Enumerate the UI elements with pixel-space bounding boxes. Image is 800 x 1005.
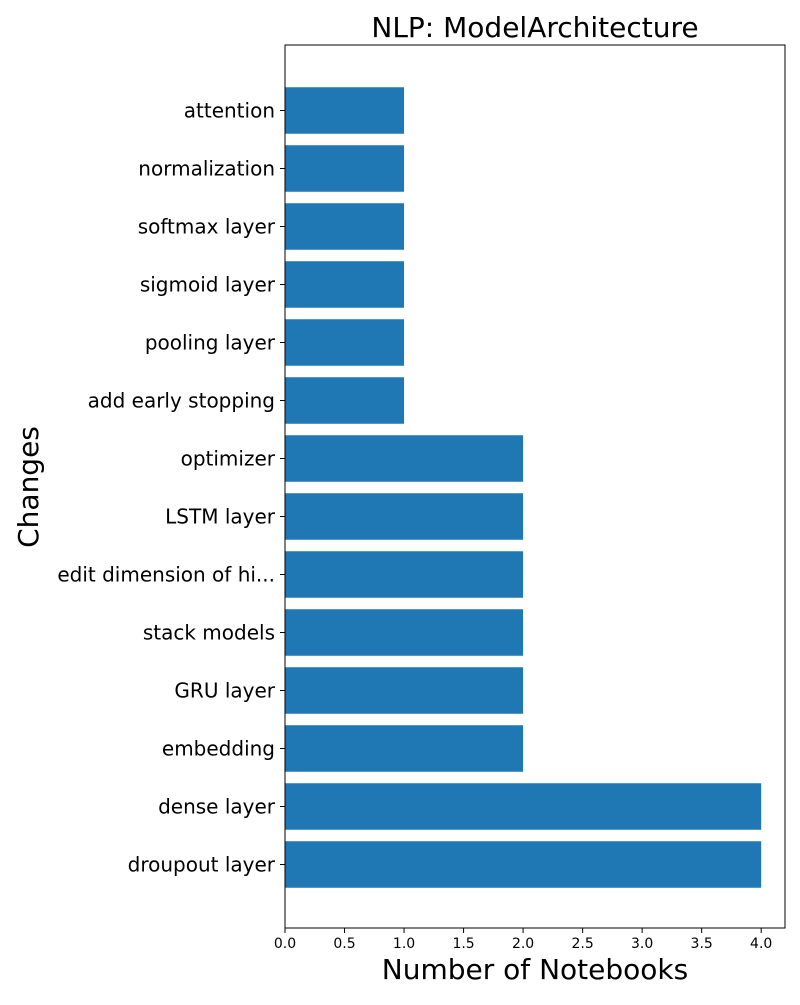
category-label: attention <box>184 99 275 123</box>
bar <box>285 203 405 250</box>
bar <box>285 87 405 134</box>
plot-frame <box>284 44 786 929</box>
category-label: sigmoid layer <box>140 273 276 297</box>
bar <box>285 783 762 830</box>
x-axis-label: Number of Notebooks <box>382 953 688 986</box>
bar <box>285 725 524 772</box>
y-axis-label: Changes <box>12 426 45 548</box>
bar <box>285 667 524 714</box>
bar <box>285 493 524 540</box>
category-label: stack models <box>143 621 275 645</box>
category-label: dense layer <box>158 795 276 819</box>
x-tick-label: 2.0 <box>512 936 534 952</box>
bar <box>285 145 405 192</box>
x-tick-label: 4.0 <box>750 936 772 952</box>
bar <box>285 377 405 424</box>
bar <box>285 319 405 366</box>
bar <box>285 551 524 598</box>
bar <box>285 609 524 656</box>
y-axis: droupout layer dense layer embedding GRU la… <box>57 99 285 877</box>
x-tick-label: 3.0 <box>631 936 653 952</box>
category-label: optimizer <box>181 447 276 471</box>
bar <box>285 435 524 482</box>
category-label: embedding <box>162 737 275 761</box>
x-axis: 0.0 0.5 1.0 1.5 2.0 2.5 3.0 3.5 4.0 <box>274 928 772 952</box>
category-label: add early stopping <box>88 389 275 413</box>
bars-group <box>285 87 762 888</box>
chart-title: NLP: ModelArchitecture <box>371 11 698 44</box>
bar <box>285 841 762 888</box>
category-label: LSTM layer <box>165 505 276 529</box>
bar <box>285 261 405 308</box>
x-tick-label: 0.0 <box>274 936 296 952</box>
x-tick-label: 1.0 <box>393 936 415 952</box>
x-tick-label: 2.5 <box>571 936 593 952</box>
category-label: normalization <box>138 157 275 181</box>
category-label: pooling layer <box>145 331 276 355</box>
x-tick-label: 0.5 <box>333 936 355 952</box>
category-label: droupout layer <box>128 853 276 877</box>
x-tick-label: 3.5 <box>691 936 713 952</box>
category-label: GRU layer <box>174 679 275 703</box>
category-label: edit dimension of hi... <box>57 563 275 587</box>
category-label: softmax layer <box>138 215 276 239</box>
x-tick-label: 1.5 <box>452 936 474 952</box>
